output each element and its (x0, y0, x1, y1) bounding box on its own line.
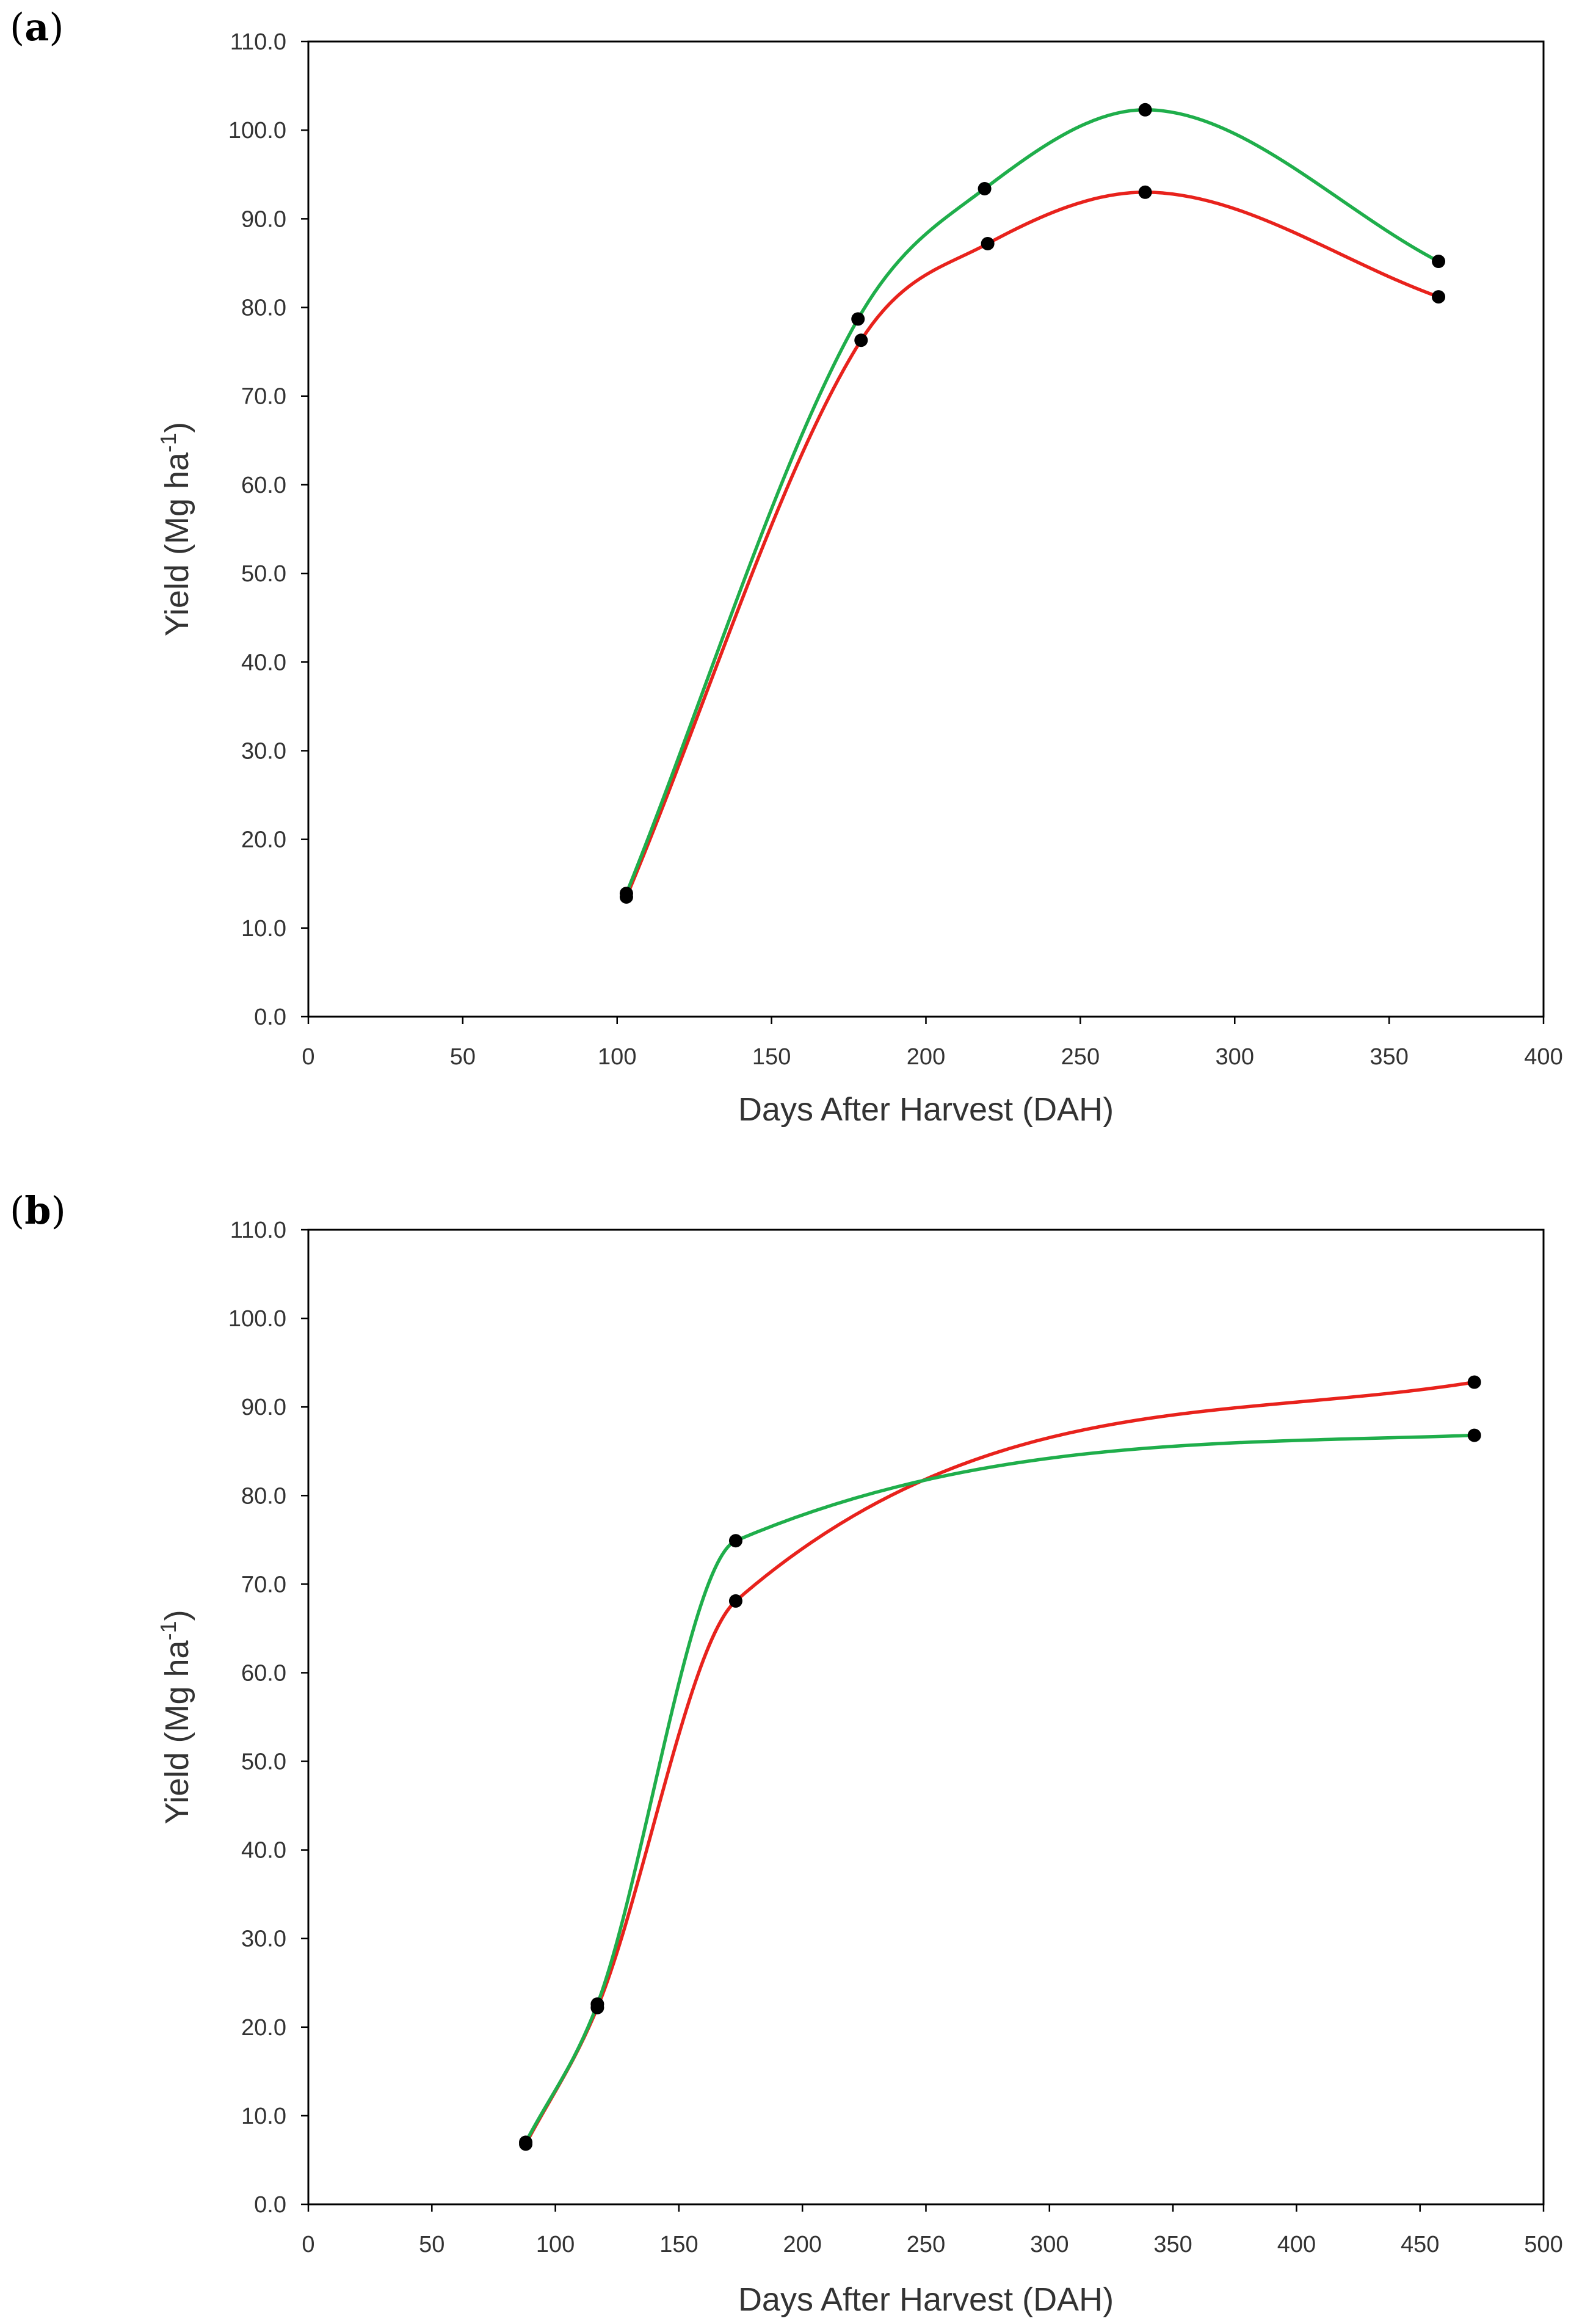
data-point-green (1467, 1428, 1481, 1442)
y-tick-label: 90.0 (241, 206, 286, 232)
series-line-green (524, 1433, 1476, 2144)
data-point-red (1432, 290, 1446, 304)
data-points-b (519, 1375, 1481, 2151)
y-tick-label: 70.0 (241, 384, 286, 410)
x-tick-label: 350 (1153, 2232, 1192, 2257)
data-points-a (619, 103, 1446, 904)
y-tick-label: 30.0 (241, 738, 286, 764)
y-tick-label: 10.0 (241, 916, 286, 942)
y-tick-label: 30.0 (241, 1926, 286, 1952)
series-line-red (524, 1380, 1476, 2146)
y-tick-labels-a: 0.0 10.0 20.0 30.0 40.0 50.0 60.0 70.0 80.0 90.0 1… (228, 29, 286, 1030)
series-lines-a (625, 108, 1440, 899)
y-tick-label: 110.0 (230, 1218, 286, 1243)
data-point-green (1138, 103, 1152, 117)
y-tick-label: 80.0 (241, 1483, 286, 1509)
series-line-red (625, 191, 1440, 899)
axis-ticks-b (301, 1229, 1545, 2212)
y-tick-label: 40.0 (241, 650, 286, 675)
y-tick-label: 100.0 (228, 1306, 286, 1332)
x-tick-label: 400 (1524, 1044, 1562, 1070)
data-point-green (978, 182, 992, 196)
x-tick-label: 50 (419, 2232, 444, 2257)
data-point-green (619, 887, 633, 901)
data-point-red (981, 237, 995, 251)
chart-panel-a: (a) 0.0 10.0 20.0 30.0 40.0 50.0 60.0 70.0 80.0 9… (10, 5, 1563, 1128)
data-point-green (851, 312, 865, 326)
x-axis-title-a: Days After Harvest (DAH) (738, 1091, 1114, 1128)
data-point-green (1432, 255, 1446, 269)
axis-ticks-a (301, 40, 1545, 1024)
data-point-red (728, 1594, 742, 1608)
panel-label-b: (b) (10, 1188, 66, 1233)
y-tick-label: 100.0 (228, 118, 286, 143)
x-tick-label: 300 (1030, 2232, 1068, 2257)
x-tick-label: 150 (659, 2232, 698, 2257)
x-tick-label: 100 (536, 2232, 575, 2257)
y-tick-labels-b: 0.0 10.0 20.0 30.0 40.0 50.0 60.0 70.0 80.0 90.0 1… (228, 1218, 286, 2218)
x-tick-label: 500 (1524, 2232, 1562, 2257)
plot-frame-a (307, 40, 1545, 1018)
x-tick-label: 250 (1061, 1044, 1100, 1070)
x-tick-label: 350 (1370, 1044, 1408, 1070)
data-point-red (1467, 1375, 1481, 1389)
series-line-green (625, 108, 1440, 895)
y-tick-label: 20.0 (241, 827, 286, 853)
plot-frame-b (307, 1229, 1545, 2206)
y-tick-label: 50.0 (241, 1749, 286, 1775)
x-tick-label: 100 (598, 1044, 636, 1070)
y-tick-label: 90.0 (241, 1395, 286, 1420)
y-tick-label: 0.0 (254, 2192, 286, 2218)
y-tick-label: 60.0 (241, 473, 286, 498)
x-tick-labels-b: 0 50 100 150 200 250 300 350 400 450 500 (302, 2232, 1562, 2257)
x-tick-label: 250 (907, 2232, 945, 2257)
x-tick-label: 200 (783, 2232, 821, 2257)
series-lines-b (524, 1380, 1476, 2146)
x-tick-label: 0 (302, 2232, 314, 2257)
y-axis-title-b: Yield (Mg ha-1) (156, 1610, 196, 1824)
y-tick-label: 10.0 (241, 2104, 286, 2129)
data-point-red (1138, 185, 1152, 199)
y-tick-label: 60.0 (241, 1660, 286, 1686)
y-tick-label: 110.0 (230, 29, 286, 55)
y-tick-label: 50.0 (241, 561, 286, 587)
x-tick-label: 200 (907, 1044, 945, 1070)
data-point-green (728, 1534, 742, 1548)
y-tick-label: 80.0 (241, 296, 286, 321)
x-tick-label: 150 (752, 1044, 791, 1070)
y-axis-title-a: Yield (Mg ha-1) (156, 422, 196, 636)
x-tick-label: 300 (1216, 1044, 1254, 1070)
y-tick-label: 20.0 (241, 2015, 286, 2041)
y-tick-label: 70.0 (241, 1572, 286, 1597)
y-tick-label: 0.0 (254, 1004, 286, 1030)
x-tick-label: 450 (1401, 2232, 1439, 2257)
x-tick-label: 400 (1277, 2232, 1316, 2257)
panel-label-a: (a) (10, 5, 64, 49)
x-tick-labels-a: 0 50 100 150 200 250 300 350 400 (302, 1044, 1562, 1070)
x-tick-label: 50 (450, 1044, 476, 1070)
data-point-green (519, 2135, 533, 2149)
chart-panel-b: (b) 0.0 10.0 20.0 30.0 40.0 50.0 60.0 70.0 80.0 9… (10, 1188, 1563, 2318)
x-tick-label: 0 (302, 1044, 314, 1070)
y-tick-label: 40.0 (241, 1838, 286, 1864)
data-point-green (590, 1997, 604, 2011)
data-point-red (854, 333, 868, 347)
x-axis-title-b: Days After Harvest (DAH) (738, 2281, 1114, 2318)
